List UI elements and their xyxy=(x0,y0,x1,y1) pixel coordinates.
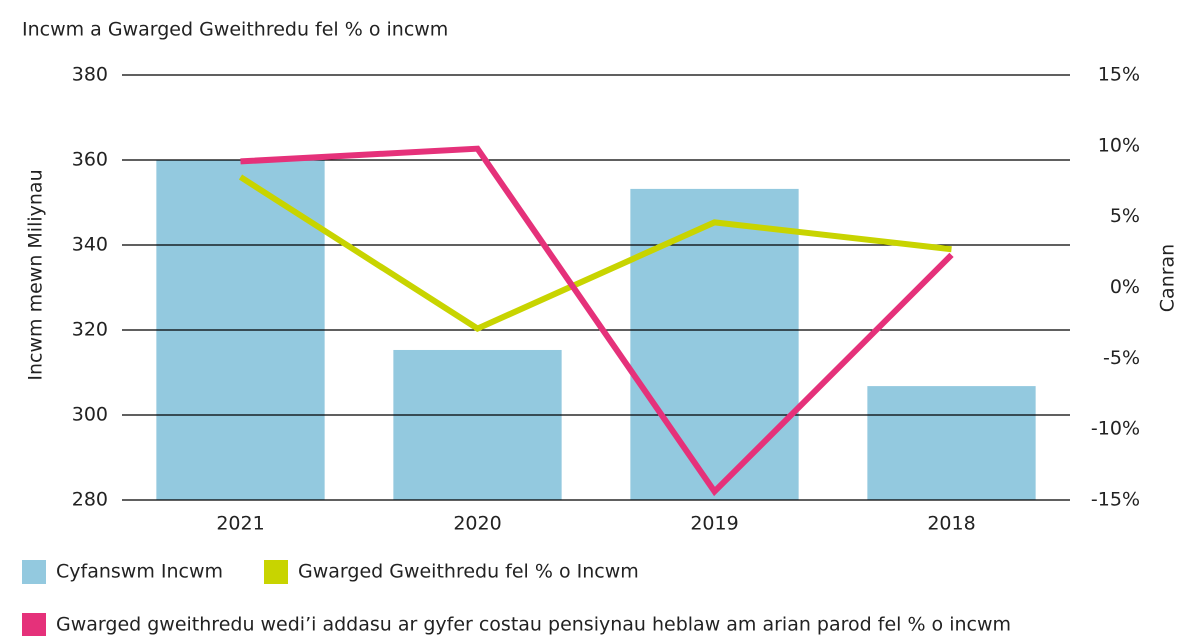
bar xyxy=(867,386,1036,500)
legend-swatch xyxy=(22,613,46,636)
y2-axis-label: Canran xyxy=(1157,244,1179,312)
y-tick-label: 340 xyxy=(72,234,108,256)
bar xyxy=(393,349,562,500)
y2-tick-label: -10% xyxy=(1091,418,1140,440)
y-tick-label: 320 xyxy=(72,319,108,341)
y-tick-label: 280 xyxy=(72,489,108,511)
y-tick-label: 300 xyxy=(72,404,108,426)
chart-title: Incwm a Gwarged Gweithredu fel % o incwm xyxy=(22,19,448,41)
y-axis-label: Incwm mewn Miliynau xyxy=(25,169,47,380)
legend-swatch xyxy=(264,560,288,584)
x-tick-label: 2020 xyxy=(453,513,501,535)
legend-label: Gwarged Gweithredu fel % o Incwm xyxy=(298,561,639,583)
y2-tick-label: 0% xyxy=(1110,276,1140,298)
y2-tick-label: 15% xyxy=(1098,64,1140,86)
line-series xyxy=(240,145,954,497)
y2-tick-label: 5% xyxy=(1110,205,1140,227)
y-tick-label: 360 xyxy=(72,149,108,171)
y2-tick-label: -15% xyxy=(1091,489,1140,511)
x-tick-label: 2019 xyxy=(690,513,738,535)
legend-label: Gwarged gweithredu wedi’i addasu ar gyfe… xyxy=(56,614,1011,636)
line-series xyxy=(238,174,952,332)
y2-tick-label: -5% xyxy=(1103,347,1140,369)
x-tick-label: 2018 xyxy=(927,513,975,535)
y2-tick-label: 10% xyxy=(1098,134,1140,156)
legend-label: Cyfanswm Incwm xyxy=(56,561,223,583)
bar xyxy=(630,188,799,500)
x-tick-label: 2021 xyxy=(216,513,264,535)
y-tick-label: 380 xyxy=(72,64,108,86)
legend-swatch xyxy=(22,560,46,584)
